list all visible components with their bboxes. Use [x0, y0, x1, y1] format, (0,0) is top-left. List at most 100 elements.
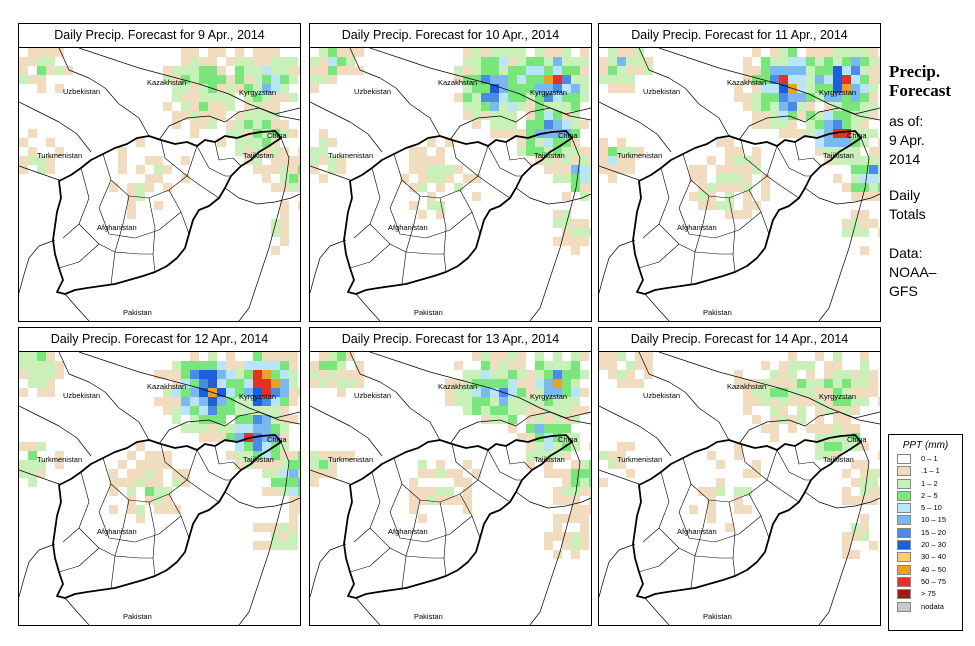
precip-cell — [262, 361, 271, 370]
precip-cell — [208, 397, 217, 406]
precip-cell — [725, 210, 734, 219]
precip-cell — [271, 433, 280, 442]
precip-cell — [535, 120, 544, 129]
precip-cell — [626, 48, 635, 57]
precip-cell — [716, 183, 725, 192]
totals-line2: Totals — [889, 206, 926, 222]
precip-cell — [851, 75, 860, 84]
precip-cell — [580, 532, 589, 541]
precip-cell — [37, 75, 46, 84]
precip-cell — [499, 102, 508, 111]
province-border — [477, 175, 511, 199]
label-china: China — [558, 131, 578, 140]
precip-cell — [37, 361, 46, 370]
precip-cell — [328, 165, 337, 174]
precip-cell — [535, 388, 544, 397]
precip-cell — [599, 165, 608, 174]
province-border — [766, 479, 800, 503]
precip-cell — [310, 370, 319, 379]
country-border — [818, 137, 870, 321]
precip-cell — [280, 361, 289, 370]
precip-cell — [181, 156, 190, 165]
precip-cell — [869, 469, 878, 478]
precip-cell — [806, 424, 815, 433]
precip-cell — [190, 424, 199, 433]
precip-cell — [163, 451, 172, 460]
precip-cell — [253, 370, 262, 379]
precip-cell — [253, 352, 262, 361]
precip-cell — [562, 84, 571, 93]
precip-cell — [815, 397, 824, 406]
precip-cell — [55, 361, 64, 370]
precip-cell — [824, 406, 833, 415]
precip-map: UzbekistanKazakhstanKyrgyzstanChinaTajik… — [19, 352, 300, 625]
precip-cell — [28, 156, 37, 165]
precip-cell — [37, 48, 46, 57]
precip-cell — [626, 379, 635, 388]
precip-cell — [262, 541, 271, 550]
legend-item: 50 – 75 — [889, 576, 962, 588]
precip-cell — [118, 165, 127, 174]
precip-cell — [842, 75, 851, 84]
precip-cell — [190, 111, 199, 120]
precip-cell — [860, 93, 869, 102]
afghanistan-border — [52, 130, 282, 295]
precip-cell — [571, 352, 580, 361]
precip-cell — [589, 505, 591, 514]
precip-cell — [617, 156, 626, 165]
precip-cell — [280, 415, 289, 424]
precip-cell — [689, 165, 698, 174]
precip-cell — [851, 424, 860, 433]
precip-cell — [472, 406, 481, 415]
precip-cell — [163, 388, 172, 397]
precip-cell — [472, 57, 481, 66]
precip-cell — [46, 352, 55, 361]
precip-cell — [635, 379, 644, 388]
precip-cell — [743, 66, 752, 75]
label-afghanistan: Afghanistan — [97, 223, 137, 232]
precip-cell — [806, 397, 815, 406]
precip-cell — [253, 156, 262, 165]
precip-cell — [508, 129, 517, 138]
precip-cell — [199, 379, 208, 388]
precip-cell — [454, 469, 463, 478]
label-pakistan: Pakistan — [414, 612, 443, 621]
precip-cell — [271, 84, 280, 93]
precip-cell — [743, 388, 752, 397]
precip-cell — [833, 93, 842, 102]
precip-cell — [355, 361, 364, 370]
precip-cell — [626, 84, 635, 93]
precip-cell — [526, 451, 535, 460]
precip-cell — [463, 48, 472, 57]
precip-cell — [262, 84, 271, 93]
precip-cell — [698, 183, 707, 192]
label-pakistan: Pakistan — [703, 308, 732, 317]
precip-cell — [761, 397, 770, 406]
label-china: China — [847, 131, 867, 140]
precip-cell — [55, 451, 64, 460]
precip-cell — [226, 57, 235, 66]
precip-cell — [553, 66, 562, 75]
precip-cell — [788, 66, 797, 75]
precip-cell — [37, 165, 46, 174]
precip-cell — [797, 406, 806, 415]
precip-cell — [517, 129, 526, 138]
precip-cell — [526, 84, 535, 93]
precip-cell — [806, 57, 815, 66]
label-afghanistan: Afghanistan — [388, 527, 428, 536]
precip-cell — [526, 66, 535, 75]
precip-cell — [328, 361, 337, 370]
precip-cell — [878, 147, 880, 156]
precip-cell — [833, 415, 842, 424]
precip-cell — [490, 352, 499, 361]
precip-cell — [163, 183, 172, 192]
precip-cell — [328, 66, 337, 75]
legend-swatch — [897, 589, 911, 600]
precip-cell — [869, 84, 878, 93]
precip-cell — [878, 57, 880, 66]
precip-cell — [244, 111, 253, 120]
precip-cell — [535, 370, 544, 379]
province-border — [728, 501, 736, 577]
precip-cell — [752, 201, 761, 210]
precip-cell — [635, 352, 644, 361]
